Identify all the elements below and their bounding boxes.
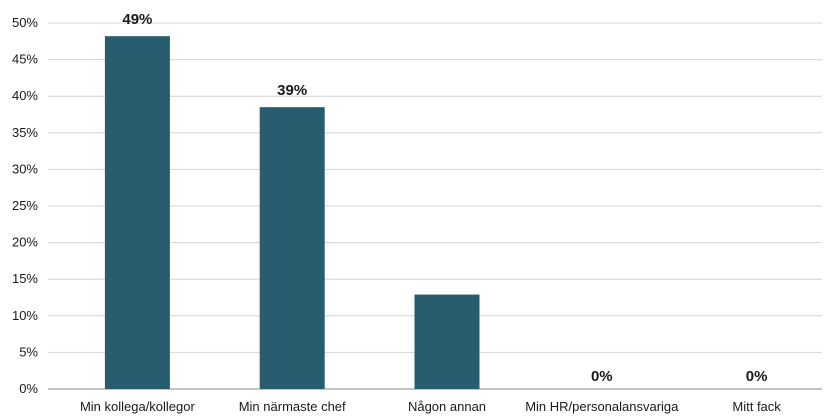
x-axis: Min kollega/kollegor Min närmaste chef Någ…: [80, 399, 781, 414]
data-label: 39%: [277, 82, 307, 99]
y-tick-label: 30%: [12, 161, 38, 176]
bar: [414, 294, 480, 389]
y-tick-label: 50%: [12, 15, 38, 30]
bar: [259, 107, 325, 390]
y-tick-label: 10%: [12, 308, 38, 323]
data-labels: 49% 39% 0% 0%: [122, 11, 767, 385]
y-tick-label: 20%: [12, 235, 38, 250]
gridlines: [48, 22, 822, 390]
y-tick-label: 15%: [12, 271, 38, 286]
data-label: 0%: [591, 368, 613, 385]
x-category-label: Min HR/personalansvariga: [525, 399, 679, 414]
bars: [104, 36, 480, 390]
x-category-label: Min kollega/kollegor: [80, 399, 196, 414]
y-axis: 0% 5% 10% 15% 20% 25% 30% 35% 40% 45% 50%: [12, 15, 38, 396]
y-tick-label: 5%: [19, 344, 38, 359]
bar: [104, 36, 170, 390]
x-category-label: Mitt fack: [732, 399, 781, 414]
y-tick-label: 25%: [12, 198, 38, 213]
x-category-label: Någon annan: [408, 399, 486, 414]
y-tick-label: 35%: [12, 125, 38, 140]
data-label: 49%: [122, 11, 152, 28]
y-tick-label: 0%: [19, 381, 38, 396]
data-label: 0%: [746, 368, 768, 385]
x-category-label: Min närmaste chef: [239, 399, 346, 414]
y-tick-label: 40%: [12, 88, 38, 103]
y-tick-label: 45%: [12, 52, 38, 67]
